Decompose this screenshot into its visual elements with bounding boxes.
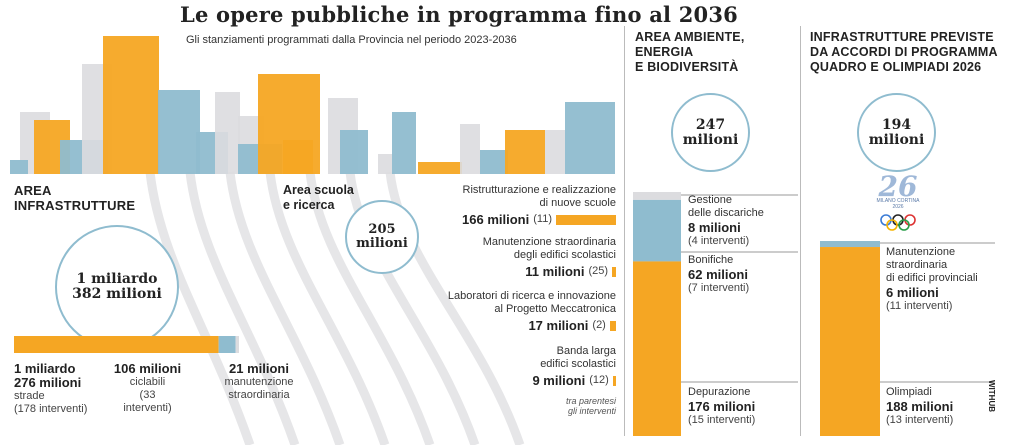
skyline-bar xyxy=(505,130,545,174)
skyline-bar xyxy=(103,36,159,174)
olimpiadi-count: (13 interventi) xyxy=(886,414,954,426)
depurazione-desc: Depurazione xyxy=(688,386,751,398)
lane-decoration xyxy=(305,171,435,445)
discariche-amount: 8 milioni xyxy=(688,220,741,235)
ciclabili-desc: ciclabili xyxy=(129,376,166,388)
scuola-item4-amount: 9 milioni xyxy=(532,373,586,388)
lane-decoration xyxy=(345,171,480,445)
skyline-bar xyxy=(545,130,565,174)
scuola-item1-amount: 166 milioni xyxy=(462,212,530,227)
scuola-item3-count: (2) xyxy=(592,319,606,331)
divider-right xyxy=(800,26,801,436)
edifici-provinciali-amount: 6 milioni xyxy=(886,285,939,300)
scuola-total-circle: 205 milioni xyxy=(345,200,419,274)
infrastrutture-heading: AREA INFRASTRUTTURE xyxy=(14,183,136,213)
edifici-provinciali-desc: Manutenzione straordinaria di edifici pr… xyxy=(886,246,978,284)
scuola-item1-count: (11) xyxy=(533,213,552,225)
olimpiadi-total-circle: 194 milioni xyxy=(857,93,936,172)
lane-decoration xyxy=(145,171,255,445)
bonifiche-amount: 62 milioni xyxy=(688,267,748,282)
skyline-bar xyxy=(565,102,615,174)
page-title: Le opere pubbliche in programma fino al … xyxy=(180,2,738,27)
bonifiche-desc: Bonifiche xyxy=(688,254,734,266)
scuola-note: tra parentesi gli interventi xyxy=(565,396,616,416)
strade-amount: 1 miliardo 276 milioni xyxy=(14,361,82,390)
skyline-bar xyxy=(480,150,508,174)
skyline-bar xyxy=(460,124,480,174)
scuola-item1-bar xyxy=(556,214,616,225)
scuola-item4-count: (12) xyxy=(589,374,609,386)
scuola-item3-bar xyxy=(609,320,616,331)
manutenzione-infra-desc: manutenzione straordinaria xyxy=(224,376,294,401)
scuola-item2-count: (25) xyxy=(588,265,609,277)
discariche-desc: Gestione delle discariche xyxy=(688,194,764,219)
scuola-item4-bar xyxy=(612,375,616,386)
ambiente-total-circle: 247 milioni xyxy=(671,93,750,172)
strade-count: (178 interventi) xyxy=(14,403,88,415)
credit: WITHUB xyxy=(987,380,996,412)
ciclabili-amount: 106 milioni xyxy=(113,361,182,376)
scuola-item3-amount: 17 milioni xyxy=(528,318,589,333)
svg-text:26: 26 xyxy=(878,170,918,203)
lane-decoration xyxy=(185,171,300,445)
milano-cortina-logo: 26 MILANO CORTINA 2026 xyxy=(868,166,928,236)
scuola-item2-desc: Manutenzione straordinaria degli edifici… xyxy=(482,236,616,261)
page-subtitle: Gli stanziamenti programmati dalla Provi… xyxy=(186,34,517,46)
strade-desc: strade xyxy=(14,390,45,402)
depurazione-count: (15 interventi) xyxy=(688,414,756,426)
infrastrutture-total-circle: 1 miliardo 382 milioni xyxy=(55,225,179,349)
scuola-item2-bar xyxy=(612,266,616,277)
skyline-bar xyxy=(215,92,240,174)
scuola-item2-amount: 11 milioni xyxy=(525,264,585,279)
divider-left xyxy=(624,26,625,436)
skyline-bar xyxy=(283,140,313,174)
ambiente-heading: AREA AMBIENTE, ENERGIA E BIODIVERSITÀ xyxy=(635,30,745,74)
bonifiche-count: (7 interventi) xyxy=(688,282,750,294)
discariche-count: (4 interventi) xyxy=(688,235,750,247)
depurazione-amount: 176 milioni xyxy=(688,399,756,414)
scuola-heading: Area scuola e ricerca xyxy=(283,183,354,212)
ciclabili-count: (33 interventi) xyxy=(123,389,172,414)
olimpiadi-amount: 188 milioni xyxy=(886,399,954,414)
olimpiadi-heading: INFRASTRUTTURE PREVISTE DA ACCORDI DI PR… xyxy=(810,30,998,74)
olimpiadi-desc: Olimpiadi xyxy=(886,386,932,398)
scuola-item3-desc: Laboratori di ricerca e innovazione al P… xyxy=(447,290,616,315)
scuola-item4-desc: Banda larga edifici scolastici xyxy=(540,345,616,370)
logo-text: MILANO CORTINA 2026 xyxy=(876,198,920,210)
manutenzione-infra-amount: 21 milioni xyxy=(229,361,289,376)
scuola-item1-desc: Ristrutturazione e realizzazione di nuov… xyxy=(462,184,616,209)
edifici-provinciali-count: (11 interventi) xyxy=(886,300,953,312)
skyline-bar xyxy=(340,130,368,174)
skyline-bar xyxy=(392,112,416,174)
skyline-bar xyxy=(418,162,462,174)
skyline-bar xyxy=(10,160,28,174)
skyline-bar xyxy=(378,154,392,174)
skyline-bar xyxy=(158,90,200,174)
lane-decoration xyxy=(265,171,390,445)
lane-decoration xyxy=(225,171,345,445)
